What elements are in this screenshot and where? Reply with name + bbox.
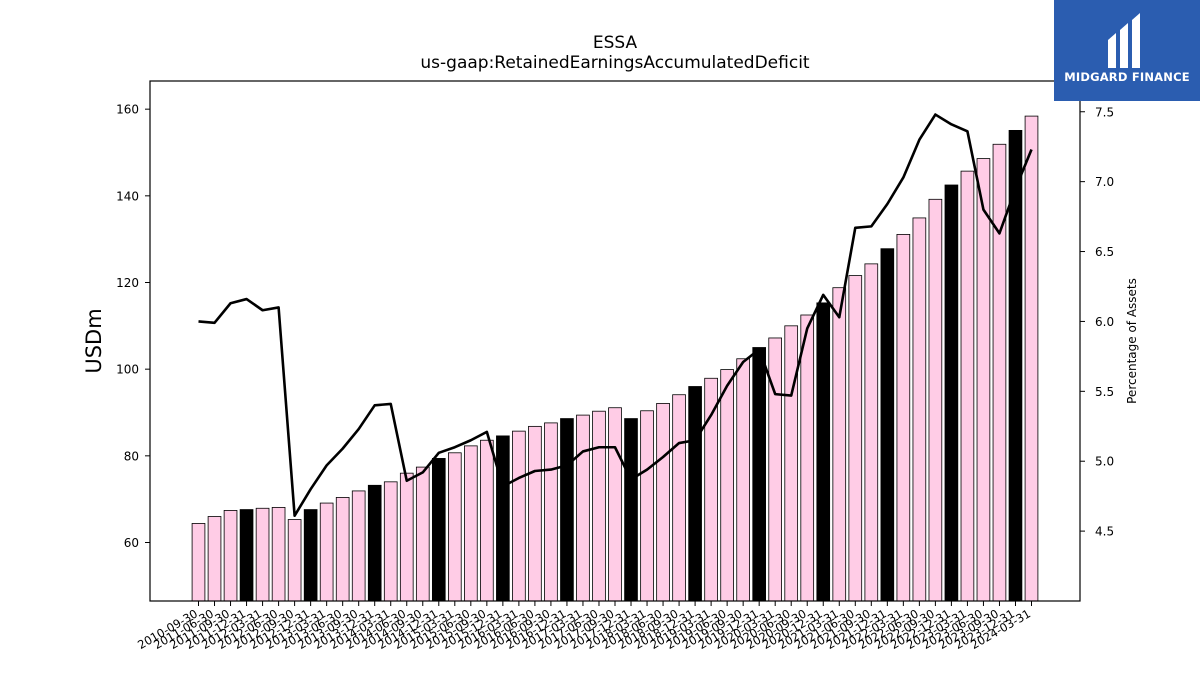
bar bbox=[800, 314, 815, 602]
bar bbox=[592, 410, 606, 602]
y2-tick-label: 7.5 bbox=[1095, 105, 1114, 119]
bar bbox=[656, 402, 670, 602]
bar bbox=[271, 506, 286, 602]
bar bbox=[383, 481, 398, 602]
bar bbox=[496, 435, 510, 602]
y2-tick-label: 6.0 bbox=[1095, 315, 1114, 329]
bar bbox=[576, 414, 590, 602]
bar bbox=[672, 394, 686, 602]
bar bbox=[960, 170, 975, 602]
bar bbox=[848, 275, 863, 602]
left-y-axis: 60 80 100 120 140 160 bbox=[116, 103, 150, 550]
bar bbox=[768, 337, 783, 602]
bar bbox=[464, 445, 478, 602]
bar bbox=[832, 287, 847, 602]
y-tick-label: 80 bbox=[124, 449, 139, 463]
bar bbox=[976, 158, 991, 602]
bar bbox=[415, 466, 430, 602]
bar bbox=[560, 418, 574, 602]
bar bbox=[223, 510, 238, 602]
bar bbox=[608, 407, 622, 602]
brand-name: MIDGARD FINANCE bbox=[1064, 70, 1190, 84]
bar bbox=[431, 458, 446, 602]
percentage-line bbox=[198, 113, 1033, 518]
brand-logo: MIDGARD FINANCE bbox=[1054, 0, 1200, 101]
bar bbox=[784, 325, 799, 602]
bar bbox=[752, 347, 766, 602]
chart-subtitle: us-gaap:RetainedEarningsAccumulatedDefic… bbox=[420, 53, 810, 73]
bar bbox=[992, 143, 1007, 602]
y-tick-label: 60 bbox=[124, 536, 139, 550]
bar bbox=[816, 302, 831, 602]
bar bbox=[287, 519, 302, 602]
bar bbox=[191, 523, 206, 602]
left-axis-label: USDm bbox=[82, 308, 106, 373]
midgard-logo-icon bbox=[1108, 13, 1140, 68]
bar bbox=[736, 358, 750, 602]
bar bbox=[335, 497, 350, 602]
x-axis: 2010-09-302011-06-302011-09-302011-12-31… bbox=[135, 601, 1033, 652]
bar bbox=[399, 472, 414, 602]
line-series-layer bbox=[198, 113, 1033, 518]
bar bbox=[1024, 115, 1039, 602]
bar bbox=[704, 377, 718, 602]
bar bbox=[351, 490, 366, 602]
y-tick-label: 140 bbox=[116, 189, 139, 203]
y-tick-label: 100 bbox=[116, 363, 139, 377]
bar bbox=[624, 418, 638, 602]
right-y-axis: 4.5 5.0 5.5 6.0 6.5 7.0 7.5 bbox=[1080, 105, 1114, 539]
bar bbox=[688, 386, 702, 602]
bar bbox=[720, 369, 734, 602]
bar bbox=[255, 507, 270, 602]
bar bbox=[303, 509, 318, 602]
bar bbox=[896, 233, 911, 602]
bar bbox=[480, 439, 494, 602]
bar-series bbox=[191, 115, 1039, 602]
y2-tick-label: 5.5 bbox=[1095, 385, 1114, 399]
y2-tick-label: 7.0 bbox=[1095, 175, 1114, 189]
bar bbox=[319, 502, 334, 602]
y2-tick-label: 5.0 bbox=[1095, 455, 1114, 469]
bar bbox=[447, 452, 462, 602]
y2-tick-label: 6.5 bbox=[1095, 245, 1114, 259]
bar bbox=[928, 198, 943, 602]
bar bbox=[512, 430, 526, 602]
right-axis-label: Percentage of Assets bbox=[1125, 278, 1139, 404]
bar bbox=[528, 425, 542, 602]
bar bbox=[207, 516, 222, 602]
y2-tick-label: 4.5 bbox=[1095, 525, 1114, 539]
bar bbox=[544, 422, 558, 602]
bar bbox=[864, 263, 879, 602]
bar bbox=[880, 248, 895, 602]
bar bbox=[912, 217, 927, 602]
y-tick-label: 160 bbox=[116, 103, 139, 117]
bar bbox=[367, 484, 382, 602]
y-tick-label: 120 bbox=[116, 276, 139, 290]
bar bbox=[239, 509, 254, 602]
bar bbox=[640, 410, 654, 602]
chart-title: ESSA bbox=[593, 33, 638, 53]
bar bbox=[944, 184, 959, 602]
